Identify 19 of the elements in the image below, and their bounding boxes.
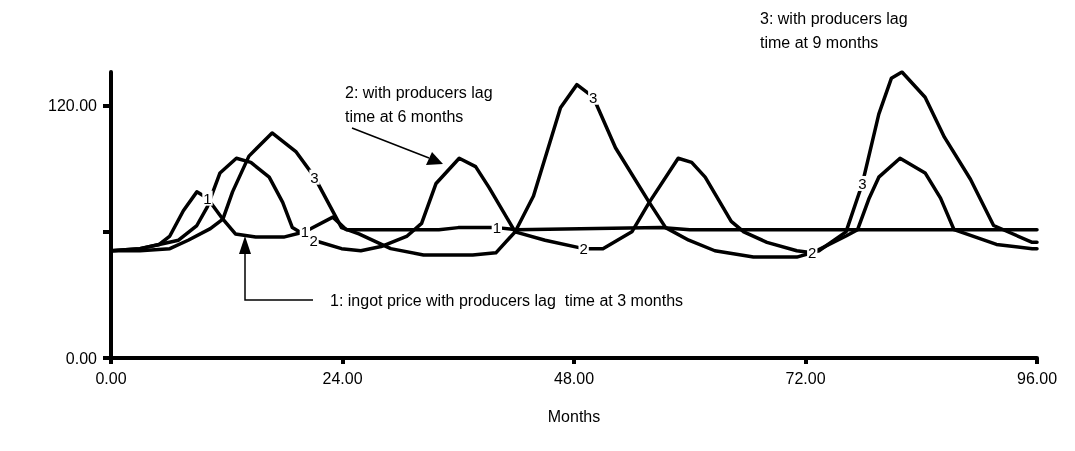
x-tick-label: 48.00 — [553, 369, 595, 387]
text: 2 — [808, 244, 817, 262]
text: 1 — [300, 223, 310, 241]
text: 3: with producers lag time at 9 months — [760, 9, 913, 51]
text: 2 — [579, 240, 588, 258]
y-tick-label: 120.00 — [48, 97, 98, 115]
x-axis-title: Months — [547, 407, 601, 425]
x-tick-label: 96.00 — [1016, 369, 1058, 387]
x-tick-label: 72.00 — [785, 369, 826, 387]
x-tick-label: 0.00 — [95, 369, 127, 387]
text: 3 — [858, 174, 867, 192]
series-label: 2 — [309, 231, 318, 249]
text: 3 — [589, 88, 598, 106]
x-tick-label: 24.00 — [322, 369, 363, 387]
annotation: 2: with producers lag time at 6 months — [345, 83, 498, 125]
series-label: 1 — [203, 189, 212, 207]
series-label: 3 — [310, 168, 319, 186]
text: 1 — [492, 219, 502, 237]
annotation: 1: ingot price with producers lag time at 3 months — [330, 291, 684, 309]
